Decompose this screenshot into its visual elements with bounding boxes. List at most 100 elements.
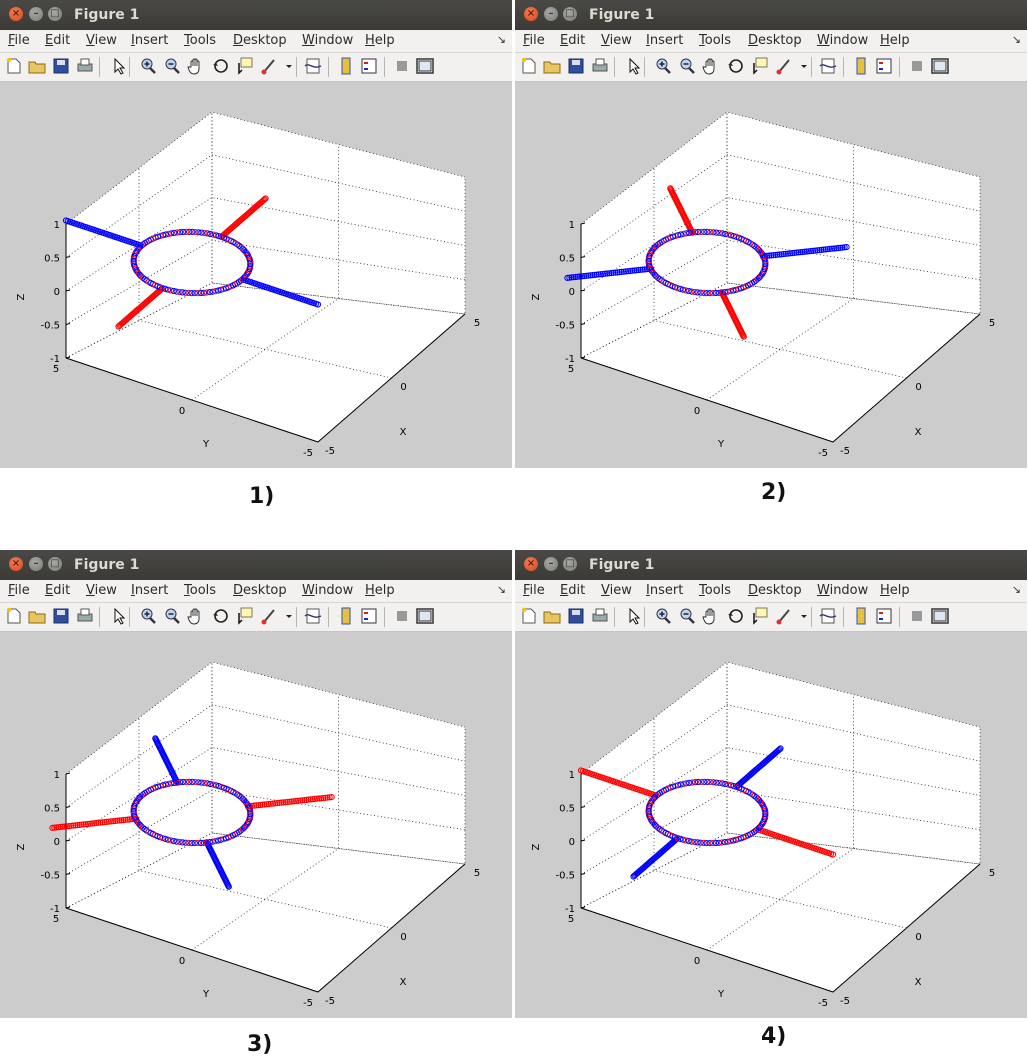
print-icon[interactable] [76,607,94,625]
colorbar-icon[interactable] [852,607,870,625]
menu-desktop[interactable]: Desktop [748,583,802,598]
hide-plot-tools-icon[interactable] [393,607,411,625]
hide-plot-tools-icon[interactable] [908,57,926,75]
save-icon[interactable] [567,57,585,75]
maximize-button[interactable]: □ [563,7,577,21]
save-icon[interactable] [52,57,70,75]
brush-menu-icon[interactable] [797,607,815,625]
data-cursor-icon[interactable] [236,57,254,75]
select-arrow-icon[interactable] [625,57,643,75]
print-icon[interactable] [76,57,94,75]
select-arrow-icon[interactable] [625,607,643,625]
pan-hand-icon[interactable] [187,57,205,75]
save-icon[interactable] [567,607,585,625]
show-plot-tools-icon[interactable] [931,607,949,625]
brush-icon[interactable] [260,607,278,625]
open-file-icon[interactable] [28,57,46,75]
menu-tools[interactable]: Tools [699,583,732,598]
menu-desktop[interactable]: Desktop [233,583,287,598]
zoom-out-icon[interactable] [163,57,181,75]
dock-arrow-icon[interactable]: ↘ [1011,583,1021,596]
menu-help[interactable]: Help [365,33,395,48]
minimize-button[interactable]: – [29,7,43,21]
maximize-button[interactable]: □ [48,557,62,571]
rotate-3d-icon[interactable] [212,57,230,75]
select-arrow-icon[interactable] [110,57,128,75]
hide-plot-tools-icon[interactable] [393,57,411,75]
select-arrow-icon[interactable] [110,607,128,625]
colorbar-icon[interactable] [337,57,355,75]
menu-file[interactable]: File [8,33,30,48]
zoom-in-icon[interactable] [654,57,672,75]
menu-edit[interactable]: Edit [560,583,586,598]
hide-plot-tools-icon[interactable] [908,607,926,625]
menu-help[interactable]: Help [365,583,395,598]
menu-file[interactable]: File [8,583,30,598]
dock-arrow-icon[interactable]: ↘ [496,583,506,596]
menu-edit[interactable]: Edit [45,583,71,598]
data-cursor-icon[interactable] [236,607,254,625]
menu-tools[interactable]: Tools [184,33,217,48]
axes-3d[interactable]: -1 -0.5 0 0.5 1 5 0 -5 -5 0 5 Z Y X [0,632,512,1018]
new-figure-icon[interactable] [520,57,538,75]
menu-file[interactable]: File [523,33,545,48]
colorbar-icon[interactable] [852,57,870,75]
new-figure-icon[interactable] [5,57,23,75]
legend-icon[interactable] [360,57,378,75]
pan-hand-icon[interactable] [702,607,720,625]
menu-insert[interactable]: Insert [646,583,684,598]
dock-arrow-icon[interactable]: ↘ [496,33,506,46]
legend-icon[interactable] [875,57,893,75]
open-file-icon[interactable] [543,607,561,625]
menu-view[interactable]: View [601,33,632,48]
new-figure-icon[interactable] [520,607,538,625]
brush-icon[interactable] [775,607,793,625]
zoom-out-icon[interactable] [163,607,181,625]
colorbar-icon[interactable] [337,607,355,625]
menu-window[interactable]: Window [817,33,869,48]
menu-edit[interactable]: Edit [560,33,586,48]
zoom-in-icon[interactable] [654,607,672,625]
menu-view[interactable]: View [86,583,117,598]
save-icon[interactable] [52,607,70,625]
close-button[interactable]: × [524,557,538,571]
link-plot-icon[interactable] [304,57,322,75]
zoom-in-icon[interactable] [139,57,157,75]
new-figure-icon[interactable] [5,607,23,625]
data-cursor-icon[interactable] [751,57,769,75]
show-plot-tools-icon[interactable] [416,57,434,75]
legend-icon[interactable] [875,607,893,625]
open-file-icon[interactable] [28,607,46,625]
close-button[interactable]: × [9,557,23,571]
brush-menu-icon[interactable] [797,57,815,75]
menu-desktop[interactable]: Desktop [748,33,802,48]
legend-icon[interactable] [360,607,378,625]
axes-3d[interactable]: -1 -0.5 0 0.5 1 5 0 -5 -5 0 5 Z Y X [0,82,512,468]
minimize-button[interactable]: – [544,557,558,571]
menu-insert[interactable]: Insert [131,583,169,598]
brush-menu-icon[interactable] [282,607,300,625]
brush-icon[interactable] [260,57,278,75]
minimize-button[interactable]: – [544,7,558,21]
menu-window[interactable]: Window [302,583,354,598]
brush-menu-icon[interactable] [282,57,300,75]
data-cursor-icon[interactable] [751,607,769,625]
menu-tools[interactable]: Tools [699,33,732,48]
axes-3d[interactable]: -1 -0.5 0 0.5 1 5 0 -5 -5 0 5 Z Y X [515,82,1027,468]
pan-hand-icon[interactable] [187,607,205,625]
show-plot-tools-icon[interactable] [416,607,434,625]
print-icon[interactable] [591,57,609,75]
rotate-3d-icon[interactable] [727,607,745,625]
pan-hand-icon[interactable] [702,57,720,75]
link-plot-icon[interactable] [819,57,837,75]
menu-file[interactable]: File [523,583,545,598]
close-button[interactable]: × [9,7,23,21]
link-plot-icon[interactable] [304,607,322,625]
menu-help[interactable]: Help [880,583,910,598]
menu-desktop[interactable]: Desktop [233,33,287,48]
brush-icon[interactable] [775,57,793,75]
show-plot-tools-icon[interactable] [931,57,949,75]
link-plot-icon[interactable] [819,607,837,625]
menu-window[interactable]: Window [817,583,869,598]
rotate-3d-icon[interactable] [727,57,745,75]
